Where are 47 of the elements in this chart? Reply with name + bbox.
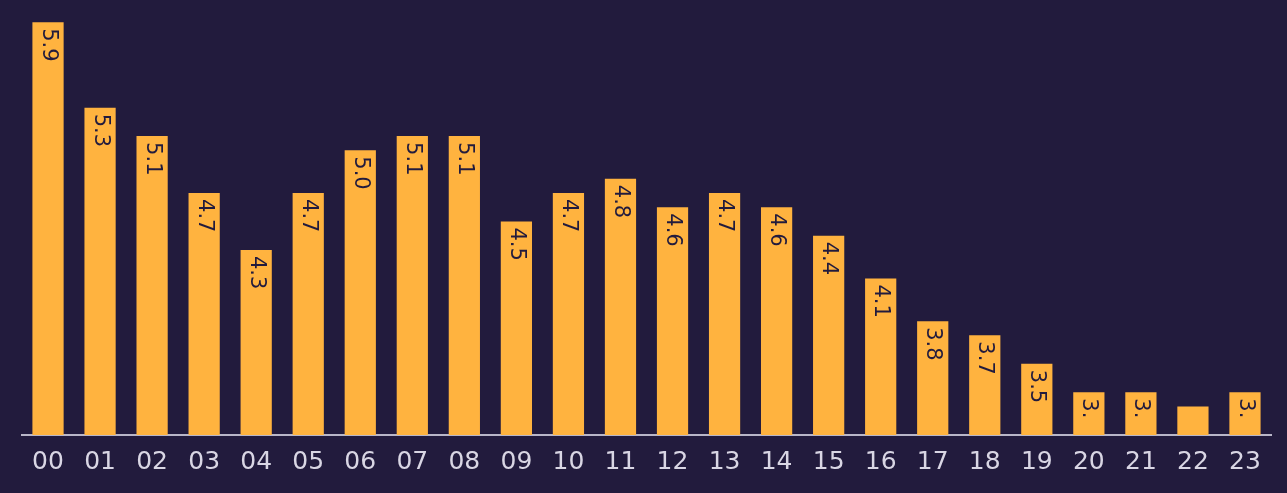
x-tick-label: 09 <box>500 445 533 475</box>
x-tick-label: 10 <box>552 445 585 475</box>
data-label: 4.1 <box>870 284 895 318</box>
data-label: 4.6 <box>766 213 791 247</box>
x-tick-label: 13 <box>708 445 741 475</box>
x-tick-label: 22 <box>1177 445 1209 475</box>
x-tick-label: 23 <box>1229 445 1261 475</box>
x-tick-label: 20 <box>1072 445 1105 475</box>
data-label: 5.3 <box>89 113 114 148</box>
data-label: 3.5 <box>1026 369 1051 404</box>
data-label: 3. <box>1130 398 1155 419</box>
data-label: 4.8 <box>610 184 635 219</box>
x-tick-label: 07 <box>396 445 429 475</box>
x-tick-label: 02 <box>136 445 169 475</box>
data-label: 3. <box>1078 398 1103 419</box>
data-label: 3.8 <box>922 327 947 361</box>
x-tick-label: 06 <box>344 445 377 475</box>
x-tick-label: 04 <box>240 445 273 475</box>
data-label: 4.7 <box>297 199 322 233</box>
x-tick-label: 17 <box>916 445 949 475</box>
data-label: 4.6 <box>662 213 687 247</box>
x-tick-label: 11 <box>604 445 637 475</box>
x-tick-label: 16 <box>864 445 897 475</box>
x-tick-label: 15 <box>812 445 845 475</box>
x-tick-label: 01 <box>84 445 116 475</box>
x-tick-label: 08 <box>448 445 481 475</box>
x-tick-label: 03 <box>188 445 221 475</box>
data-label: 4.7 <box>714 199 739 233</box>
x-tick-label: 19 <box>1020 445 1053 475</box>
data-label: 5.1 <box>453 142 478 176</box>
x-tick-label: 18 <box>968 445 1001 475</box>
data-label: 4.3 <box>245 255 270 290</box>
x-tick-label: 14 <box>760 445 793 475</box>
data-label: 5.0 <box>349 156 374 190</box>
data-label: 4.5 <box>505 227 530 261</box>
x-tick-label: 05 <box>292 445 325 475</box>
x-tick-label: 00 <box>32 445 64 475</box>
data-label: 4.4 <box>818 241 843 276</box>
data-label: 5.9 <box>37 28 62 62</box>
data-label: 5.1 <box>141 142 166 176</box>
x-tick-label: 21 <box>1124 445 1157 475</box>
data-label: 5.1 <box>401 142 426 176</box>
data-label: 3.7 <box>974 341 999 375</box>
data-label: 4.7 <box>557 199 582 233</box>
data-label: 4.7 <box>193 199 218 233</box>
x-tick-label: 12 <box>656 445 689 475</box>
data-label: 3. <box>1234 398 1259 419</box>
